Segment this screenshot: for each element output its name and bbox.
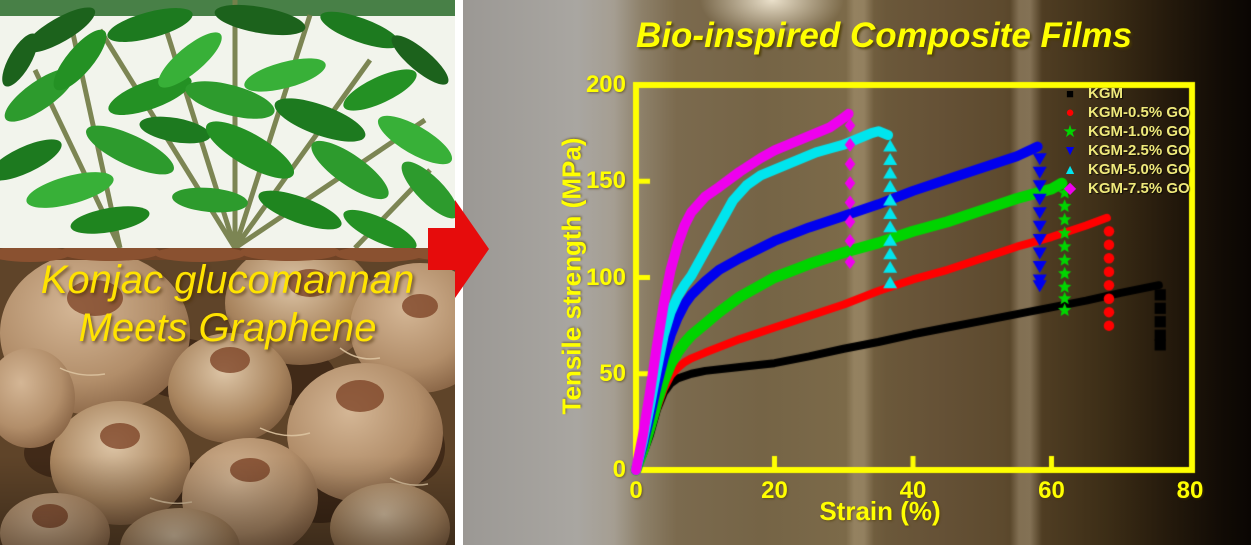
legend-item: ▼ KGM-2.5% GO bbox=[1058, 141, 1190, 160]
star-marker-icon: ★ bbox=[1062, 122, 1078, 141]
legend-item: ★ KGM-1.0% GO bbox=[1058, 122, 1190, 141]
right-arrow-icon bbox=[428, 200, 489, 298]
chart-legend: ■ KGM ● KGM-0.5% GO ★ KGM-1.0% GO ▼ KGM-2.5% GO… bbox=[1058, 84, 1190, 198]
legend-item: ▲ KGM-5.0% GO bbox=[1058, 160, 1190, 179]
chart-title: Bio-inspired Composite Films bbox=[636, 16, 1132, 55]
diamond-marker-icon: ◆ bbox=[1063, 180, 1077, 197]
y-tick-label: 100 bbox=[585, 263, 626, 291]
x-tick-label: 20 bbox=[761, 477, 788, 504]
y-tick-label: 0 bbox=[612, 456, 626, 483]
legend-label: KGM-7.5% GO bbox=[1088, 180, 1190, 197]
legend-item: ● KGM-0.5% GO bbox=[1058, 103, 1190, 122]
y-tick-label: 200 bbox=[585, 71, 626, 98]
caption-line-2: Meets Graphene bbox=[78, 306, 377, 350]
left-caption: Konjac glucomannan Meets Graphene bbox=[0, 256, 455, 352]
circle-marker-icon: ● bbox=[1065, 104, 1075, 121]
triangle-down-marker-icon: ▼ bbox=[1063, 142, 1077, 158]
left-photo-panel: Konjac glucomannan Meets Graphene bbox=[0, 0, 455, 545]
x-tick-label: 60 bbox=[1038, 477, 1065, 504]
legend-label: KGM-1.0% GO bbox=[1088, 123, 1190, 140]
legend-label: KGM-0.5% GO bbox=[1088, 104, 1190, 121]
legend-label: KGM bbox=[1088, 85, 1123, 102]
x-tick-label: 40 bbox=[899, 477, 927, 504]
x-tick-label: 80 bbox=[1176, 477, 1204, 504]
konjac-plants-photo bbox=[0, 0, 455, 248]
legend-label: KGM-5.0% GO bbox=[1088, 161, 1190, 178]
caption-line-1: Konjac glucomannan bbox=[40, 258, 415, 302]
legend-label: KGM-2.5% GO bbox=[1088, 142, 1190, 159]
y-tick-label: 150 bbox=[585, 167, 626, 195]
triangle-up-marker-icon: ▲ bbox=[1063, 161, 1077, 177]
y-tick-label: 50 bbox=[599, 359, 626, 387]
legend-item: ■ KGM bbox=[1058, 84, 1190, 103]
legend-item: ◆ KGM-7.5% GO bbox=[1058, 179, 1190, 198]
square-marker-icon: ■ bbox=[1066, 86, 1074, 101]
